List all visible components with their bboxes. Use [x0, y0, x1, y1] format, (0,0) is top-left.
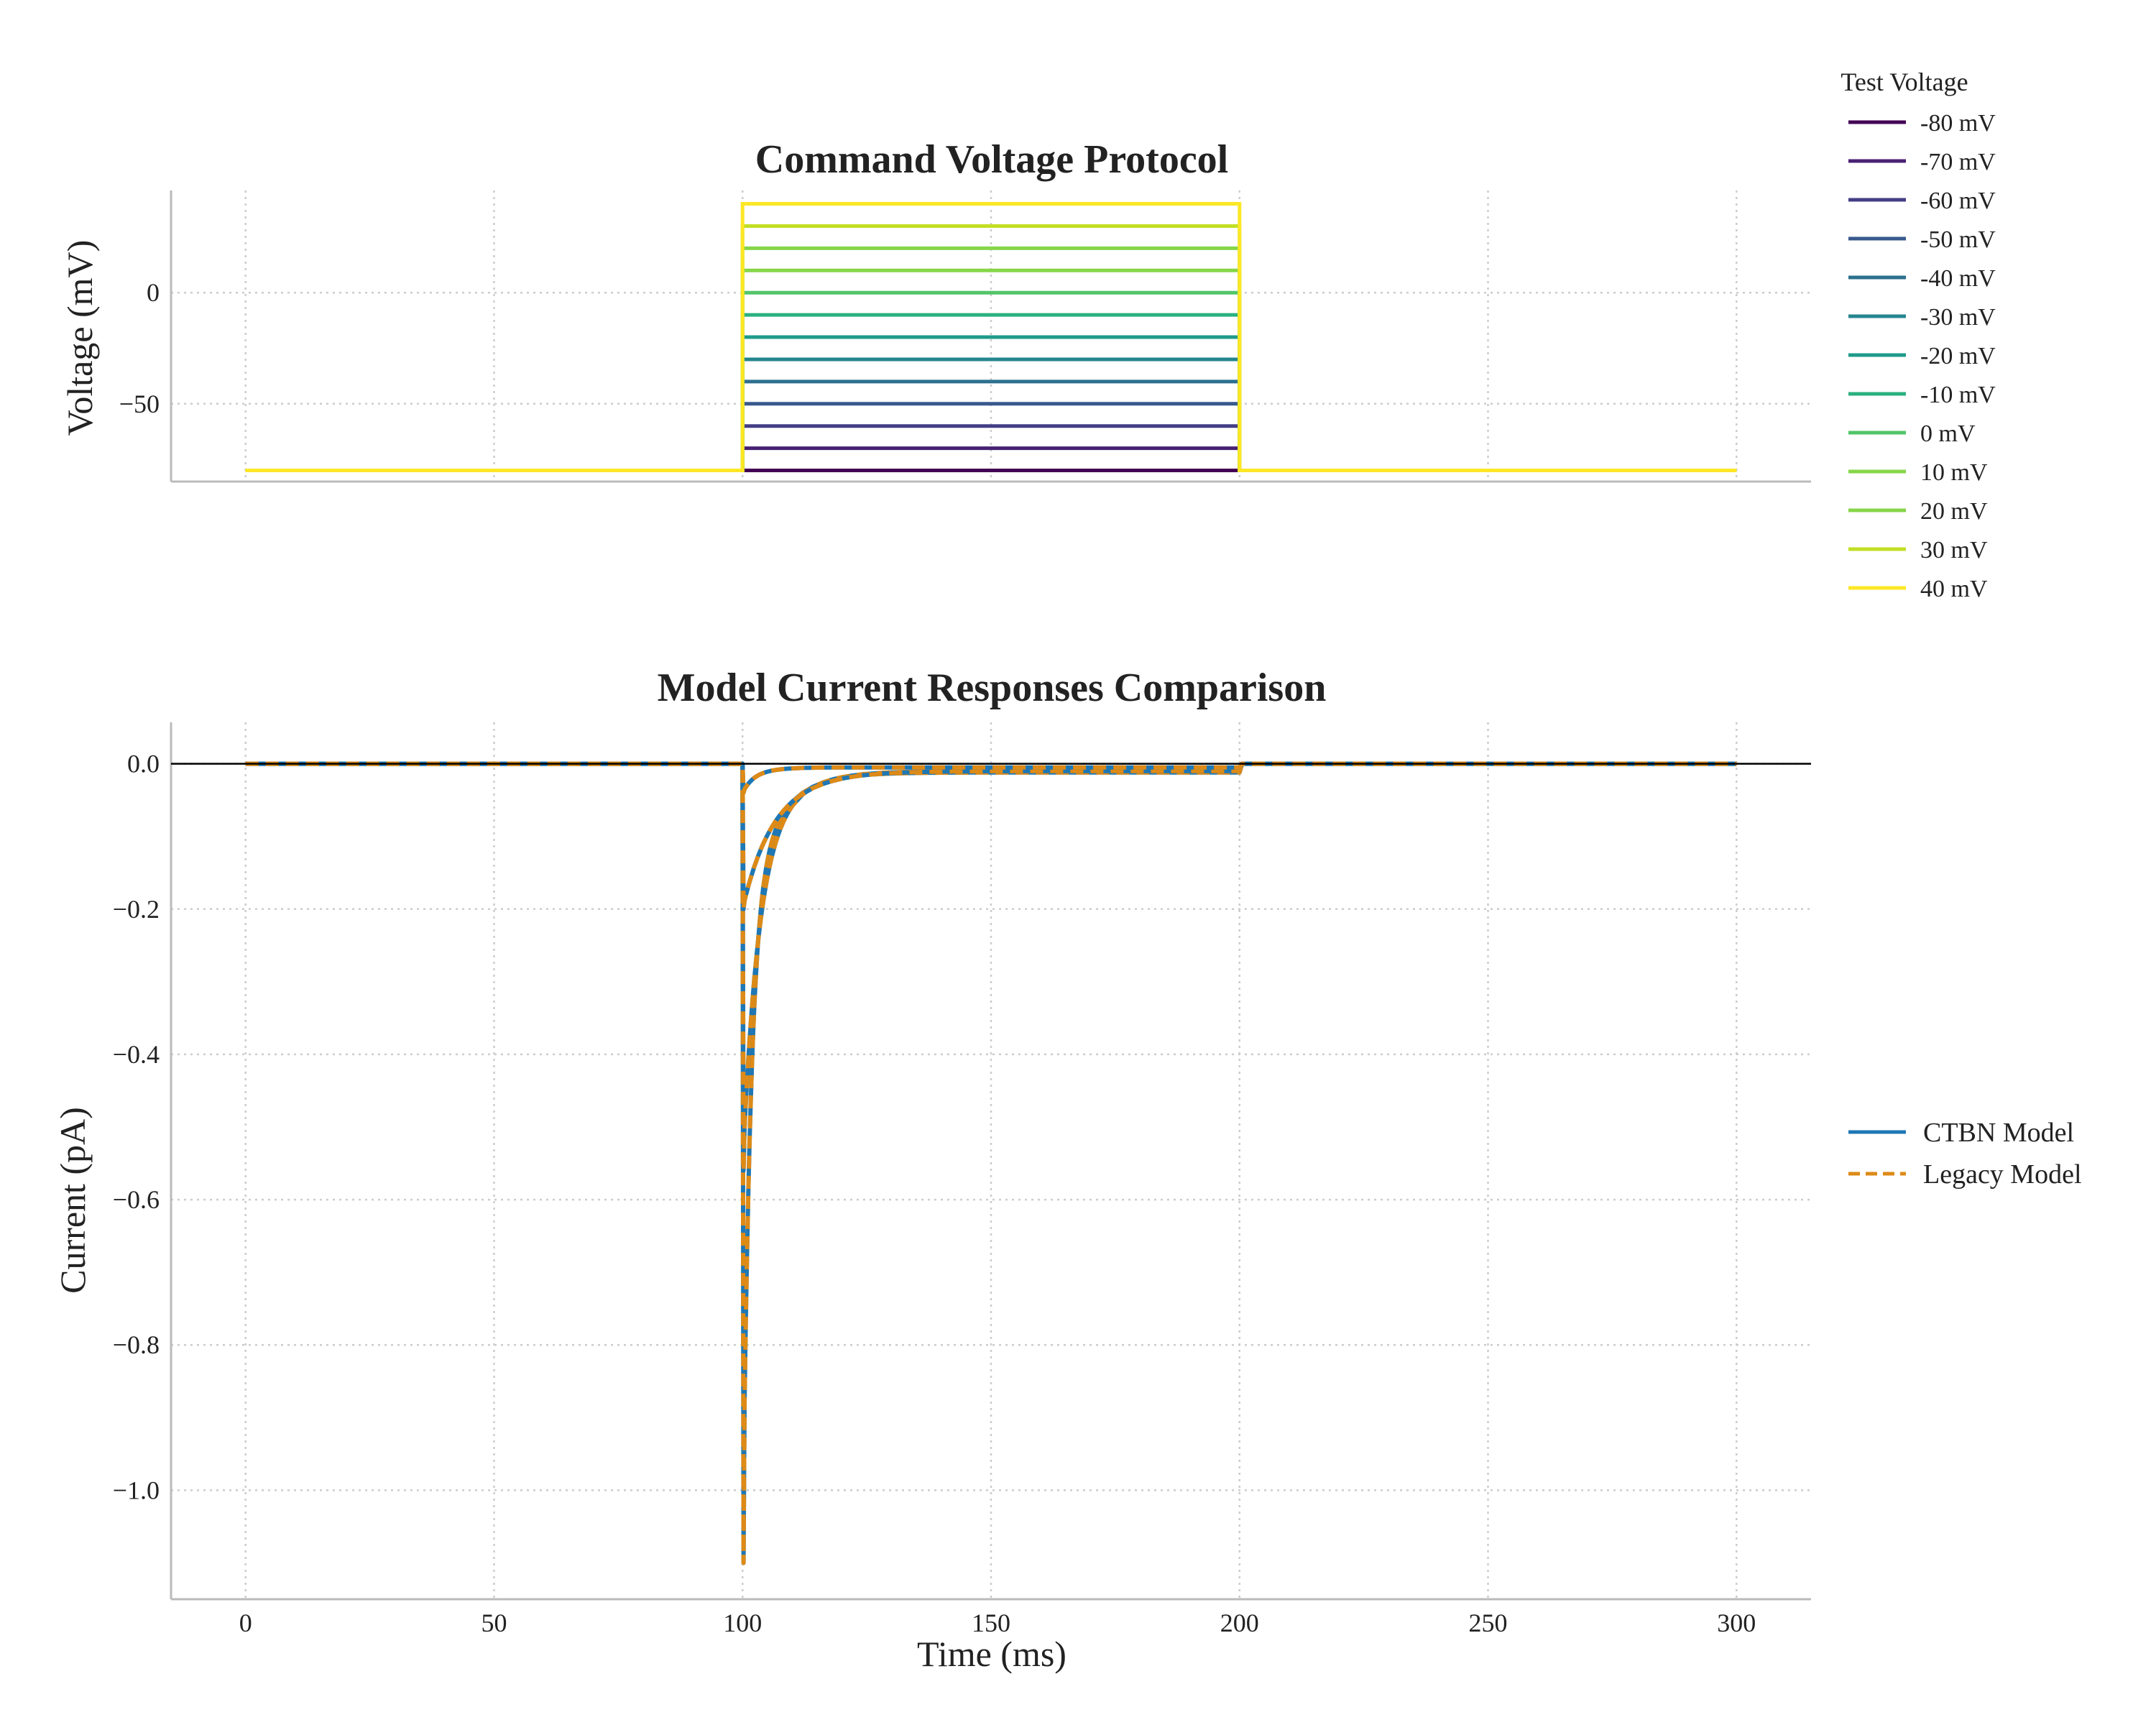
voltage-legend-label: 10 mV — [1920, 459, 1988, 486]
legacy-trace — [245, 761, 1737, 795]
current-x-tick-label: 150 — [972, 1609, 1010, 1637]
legacy-trace — [245, 761, 1737, 1173]
current-grid — [171, 722, 1811, 1599]
current-y-tick-label: −1.0 — [113, 1476, 160, 1504]
voltage-legend-label: -20 mV — [1920, 343, 1996, 369]
voltage-legend-label: -60 mV — [1920, 188, 1996, 214]
current-legend-label: CTBN Model — [1923, 1118, 2074, 1148]
current-x-tick-label: 250 — [1469, 1609, 1508, 1637]
current-y-ticks: 0.0 −0.2 −0.4 −0.6 −0.8 −1.0 — [113, 750, 160, 1505]
ctbn-trace — [245, 761, 1737, 911]
current-x-tick-label: 100 — [723, 1609, 762, 1637]
current-axes — [170, 722, 1811, 1601]
voltage-axes — [170, 190, 1811, 483]
current-y-axis-label: Current (pA) — [52, 1107, 93, 1294]
voltage-chart-title: Command Voltage Protocol — [755, 137, 1229, 182]
current-legend: CTBN Model Legacy Model — [1848, 1118, 2082, 1190]
current-y-tick-label: −0.8 — [113, 1330, 160, 1359]
current-x-ticks: 0 50 100 150 200 250 300 — [239, 1609, 1756, 1637]
ctbn-trace — [245, 761, 1737, 1173]
voltage-y-ticks: 0 −50 — [119, 278, 160, 418]
voltage-protocol-panel: Command Voltage Protocol 0 −50 Voltage (m… — [60, 68, 1996, 602]
legacy-trace — [245, 761, 1737, 911]
current-x-tick-label: 300 — [1717, 1609, 1756, 1637]
current-x-axis-label: Time (ms) — [917, 1634, 1067, 1674]
voltage-legend-label: 30 mV — [1920, 537, 1988, 564]
voltage-legend-title: Test Voltage — [1841, 68, 1968, 96]
voltage-legend-label: 0 mV — [1920, 420, 1976, 447]
current-x-tick-label: 0 — [239, 1609, 252, 1637]
current-x-tick-label: 50 — [481, 1609, 507, 1637]
voltage-legend-label: 20 mV — [1920, 498, 1988, 525]
voltage-legend-label: -70 mV — [1920, 149, 1996, 175]
current-x-tick-label: 200 — [1220, 1609, 1259, 1637]
voltage-y-tick-label: 0 — [147, 278, 160, 307]
voltage-legend: Test Voltage -80 mV -70 mV -60 mV -50 mV -40… — [1841, 68, 1996, 602]
current-chart-title: Model Current Responses Comparison — [658, 666, 1327, 710]
current-legend-label: Legacy Model — [1923, 1159, 2082, 1190]
voltage-trace-40mV — [245, 202, 1737, 472]
current-responses-panel: Model Current Responses Comparison 0 50 10… — [52, 666, 2082, 1674]
voltage-y-axis-label: Voltage (mV) — [60, 240, 100, 436]
voltage-legend-label: -50 mV — [1920, 226, 1996, 253]
voltage-trace-neg30mV — [245, 357, 1737, 472]
voltage-y-tick-label: −50 — [119, 390, 160, 418]
voltage-legend-label: -30 mV — [1920, 304, 1996, 331]
voltage-legend-label: -80 mV — [1920, 110, 1996, 137]
voltage-legend-label: 40 mV — [1920, 576, 1988, 602]
voltage-traces — [245, 202, 1737, 472]
current-y-tick-label: 0.0 — [127, 750, 160, 778]
voltage-trace-neg70mV — [245, 446, 1737, 472]
voltage-legend-label: -40 mV — [1920, 265, 1996, 292]
current-y-tick-label: −0.4 — [113, 1040, 160, 1069]
voltage-grid — [171, 190, 1811, 482]
current-y-tick-label: −0.2 — [113, 895, 160, 924]
current-y-tick-label: −0.6 — [113, 1185, 160, 1214]
current-traces — [245, 761, 1737, 1565]
voltage-legend-label: -10 mV — [1920, 382, 1996, 408]
